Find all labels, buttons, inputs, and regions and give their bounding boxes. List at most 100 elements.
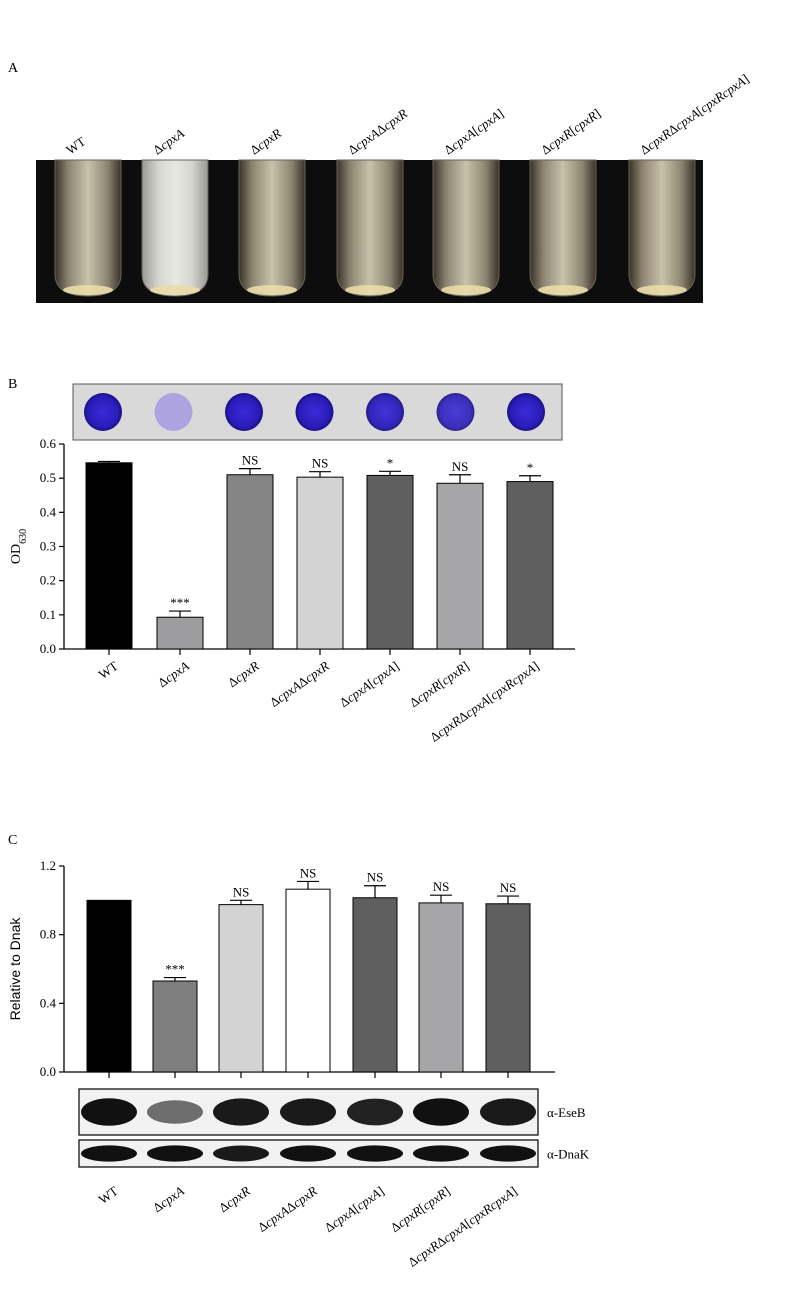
well-7 <box>507 393 545 431</box>
well-4 <box>295 393 334 431</box>
bar-cpxa <box>156 616 204 650</box>
error-bar-cpxr-cpxa-cpxrcpxa <box>497 895 519 904</box>
significance-label-cpxa-cpxr: NS <box>312 456 329 471</box>
error-bar-cpxr <box>239 468 261 475</box>
tube-cpxa-cpxa <box>432 159 500 297</box>
significance-label-cpxr: NS <box>242 453 259 468</box>
significance-label-cpxr-cpxr: NS <box>433 879 450 894</box>
error-bar-cpxa-cpxa <box>379 470 401 476</box>
band-2 <box>147 1145 203 1162</box>
x-tick-label-cpxr-cpxa-cpxrcpxa: ΔcpxRΔcpxA[cpxRcpxA] <box>405 1183 520 1269</box>
panel-a-label: A <box>8 61 19 76</box>
band-5 <box>347 1145 403 1162</box>
tube-label-wt: WT <box>63 134 88 158</box>
error-bar-cpxr-cpxr <box>449 474 471 484</box>
y-tick-label: 1.2 <box>40 858 56 873</box>
x-tick-label-cpxa: ΔcpxA <box>155 658 192 690</box>
bar-cpxa-cpxr <box>285 888 331 1073</box>
tube-cpxr <box>238 159 306 297</box>
tube-photo <box>54 159 696 297</box>
bar-cpxa-cpxa <box>352 897 398 1073</box>
y-tick-label: 0.4 <box>40 995 57 1010</box>
tube-labels: WT ΔcpxA ΔcpxR ΔcpxAΔcpxRΔcpxA[cpxA]ΔcpxR[c… <box>63 71 752 157</box>
well-6 <box>436 393 475 431</box>
significance-label-cpxr-cpxr: NS <box>452 459 469 474</box>
band-3 <box>213 1145 269 1162</box>
tube-cpxa-cpxr <box>336 159 404 297</box>
band-6 <box>413 1145 469 1162</box>
bar-cpxr <box>218 904 264 1073</box>
x-tick-label-cpxa-cpxa: ΔcpxA[cpxA] <box>322 1183 387 1235</box>
western-blots: α-EseB α-DnaK <box>78 1088 590 1168</box>
panel-c-label: C <box>8 833 17 848</box>
well-3 <box>225 393 263 431</box>
band-2 <box>147 1100 203 1124</box>
band-4 <box>280 1145 336 1162</box>
y-tick-label: 0.0 <box>40 641 56 656</box>
y-tick-label: 0.1 <box>40 607 56 622</box>
y-axis-title: OD630 <box>9 529 29 564</box>
blot-label: α-EseB <box>547 1105 586 1120</box>
x-tick-label-cpxr: ΔcpxR <box>216 1183 253 1215</box>
bar-wt <box>85 462 133 650</box>
panel-b-label: B <box>8 377 17 392</box>
blot-label: α-DnaK <box>547 1147 590 1162</box>
error-bar-cpxa-cpxr <box>297 880 319 890</box>
blot-dnak: α-DnaK <box>78 1139 590 1168</box>
well-5 <box>366 393 404 431</box>
chart-c-eseb-relative: 0.0 0.4 0.8 1.2 WT *** ΔcpxA NS ΔcpxR NS ΔcpxAΔcpx… <box>7 858 555 1270</box>
significance-label-cpxr: NS <box>233 884 250 899</box>
x-tick-label-wt: WT <box>96 1183 121 1207</box>
significance-label-cpxr-cpxa-cpxrcpxa: NS <box>500 880 517 895</box>
band-3 <box>213 1098 269 1126</box>
band-1 <box>81 1145 137 1162</box>
y-tick-label: 0.5 <box>40 470 56 485</box>
bar-cpxr-cpxa-cpxrcpxa <box>506 481 554 650</box>
x-tick-label-cpxr: ΔcpxR <box>225 658 262 690</box>
y-tick-label: 0.0 <box>40 1064 56 1079</box>
band-7 <box>480 1145 536 1162</box>
y-tick-label: 0.6 <box>40 436 57 451</box>
tube-label-cpxa-cpxr: ΔcpxAΔcpxR <box>345 106 410 158</box>
tube-label-cpxa-cpxa: ΔcpxA[cpxA] <box>441 106 506 158</box>
crystal-violet-wells <box>84 393 545 431</box>
significance-label-cpxa-cpxa: NS <box>367 870 384 885</box>
x-tick-label-wt: WT <box>96 658 121 682</box>
significance-label-cpxa: *** <box>170 595 190 610</box>
error-bar-cpxa-cpxr <box>309 471 331 478</box>
significance-label-cpxa: *** <box>165 962 185 977</box>
error-bar-cpxa-cpxa <box>364 885 386 898</box>
x-tick-label-cpxa-cpxa: ΔcpxA[cpxA] <box>337 658 402 710</box>
x-tick-label-cpxa-cpxr: ΔcpxAΔcpxR <box>255 1183 320 1235</box>
tube-label-cpxr-cpxa-cpxrcpxa: ΔcpxRΔcpxA[cpxRcpxA] <box>637 71 752 157</box>
significance-label-cpxr-cpxa-cpxrcpxa: * <box>527 460 534 475</box>
error-bar-cpxr-cpxr <box>430 894 452 903</box>
chart-b-od630: 0.0 0.1 0.2 0.3 0.4 0.5 0.6 WT *** ΔcpxA NS ΔcpxR NS… <box>9 436 575 745</box>
band-6 <box>413 1098 469 1126</box>
y-tick-label: 0.3 <box>40 539 56 554</box>
error-bar-cpxr-cpxa-cpxrcpxa <box>519 475 541 482</box>
bar-cpxr-cpxr <box>418 902 464 1073</box>
bar-cpxr-cpxa-cpxrcpxa <box>485 903 531 1073</box>
well-2 <box>154 393 193 431</box>
significance-label-cpxa-cpxr: NS <box>300 865 317 880</box>
error-bar-wt <box>98 460 120 463</box>
bar-cpxa <box>152 980 198 1073</box>
bar-cpxr-cpxr <box>436 482 484 650</box>
y-axis-title: Relative to Dnak <box>7 917 23 1021</box>
band-4 <box>280 1098 336 1126</box>
y-tick-label: 0.4 <box>40 504 57 519</box>
band-5 <box>347 1098 403 1126</box>
tube-label-cpxr-cpxr: ΔcpxR[cpxR] <box>538 106 603 158</box>
tube-cpxr-cpxa-cpxrcpxa <box>628 159 696 297</box>
bar-cpxa-cpxa <box>366 474 414 650</box>
tube-cpxr-cpxr <box>529 159 597 297</box>
tube-label-cpxa: ΔcpxA <box>150 125 187 157</box>
bar-cpxr <box>226 474 274 650</box>
bar-wt <box>86 899 132 1073</box>
significance-label-cpxa-cpxa: * <box>387 455 394 470</box>
bar-cpxa-cpxr <box>296 476 344 650</box>
x-tick-label-cpxr-cpxr: ΔcpxR[cpxR] <box>407 658 472 710</box>
error-bar-cpxa <box>169 610 191 618</box>
